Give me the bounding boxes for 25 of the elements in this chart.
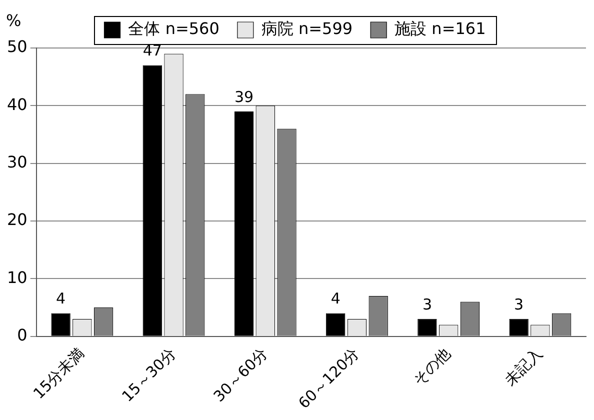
y-tick-label: 40 <box>7 94 28 114</box>
bar <box>51 313 70 336</box>
x-tick-label: 15分未満 <box>30 344 88 403</box>
y-tick-label: 30 <box>7 152 28 172</box>
y-tick-label: 10 <box>7 268 28 287</box>
y-axis-title: % <box>6 11 22 30</box>
data-label: 3 <box>514 295 524 314</box>
legend-label: 病院 n=599 <box>261 19 353 38</box>
bar <box>326 313 346 336</box>
y-tick-label: 20 <box>7 210 28 230</box>
x-tick-label: その他 <box>410 344 454 390</box>
y-tick-label: 50 <box>7 37 28 56</box>
x-tick-label: 30～60分 <box>210 344 271 406</box>
legend-label: 施設 n=161 <box>394 19 486 38</box>
data-label: 3 <box>422 295 432 314</box>
x-tick-label: 未記入 <box>501 344 546 390</box>
bar <box>234 111 254 336</box>
x-tick-label: 60～120分 <box>294 344 363 412</box>
y-tick-label: 0 <box>17 325 28 344</box>
legend-label: 全体 n=560 <box>128 19 220 38</box>
data-label: 4 <box>56 290 66 308</box>
x-tick-label: 15～30分 <box>118 344 180 406</box>
data-label: 39 <box>234 88 254 106</box>
bar <box>142 65 162 336</box>
data-label: 4 <box>330 290 340 308</box>
